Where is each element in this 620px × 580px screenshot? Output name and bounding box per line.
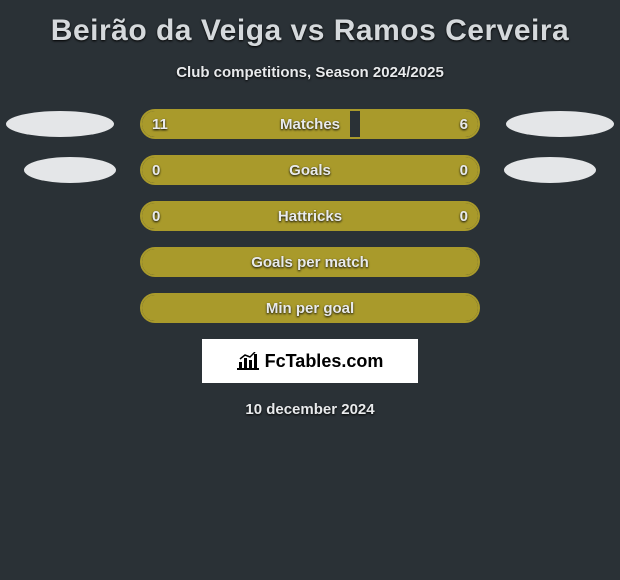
ellipse-left — [6, 111, 114, 137]
page-title: Beirão da Veiga vs Ramos Cerveira — [0, 0, 620, 48]
stat-label: Min per goal — [142, 295, 478, 321]
stat-label: Matches — [142, 111, 478, 137]
ellipse-left — [24, 157, 116, 183]
stat-row: 00Hattricks — [0, 201, 620, 231]
stat-label: Hattricks — [142, 203, 478, 229]
ellipse-right — [504, 157, 596, 183]
stat-bar: 00Goals — [140, 155, 480, 185]
stats-rows: 116Matches 00Goals 00Hattricks Goals per ma… — [0, 109, 620, 323]
stat-bar: 00Hattricks — [140, 201, 480, 231]
date-label: 10 december 2024 — [0, 401, 620, 418]
stat-label: Goals — [142, 157, 478, 183]
stat-label: Goals per match — [142, 249, 478, 275]
page-subtitle: Club competitions, Season 2024/2025 — [0, 64, 620, 81]
stat-row: 00Goals — [0, 155, 620, 185]
stat-row: 116Matches — [0, 109, 620, 139]
stat-bar: 116Matches — [140, 109, 480, 139]
logo-text: FcTables.com — [265, 351, 384, 372]
stat-row: Goals per match — [0, 247, 620, 277]
chart-icon — [237, 352, 259, 370]
stat-bar: Goals per match — [140, 247, 480, 277]
ellipse-right — [506, 111, 614, 137]
stat-bar: Min per goal — [140, 293, 480, 323]
logo-box: FcTables.com — [202, 339, 418, 383]
stat-row: Min per goal — [0, 293, 620, 323]
